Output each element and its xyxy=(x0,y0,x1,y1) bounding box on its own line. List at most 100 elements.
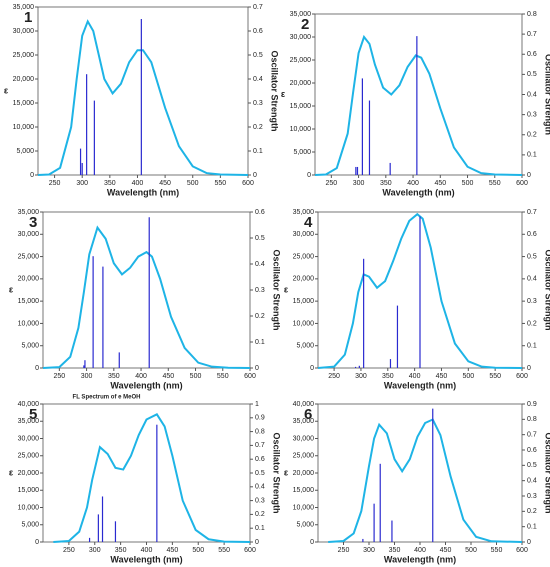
x-tick-label: 450 xyxy=(159,180,171,187)
x-tick-label: 250 xyxy=(325,180,337,187)
x-tick-label: 550 xyxy=(215,180,227,187)
y2-tick-label: 0 xyxy=(253,172,257,179)
x-tick-label: 550 xyxy=(489,373,501,380)
y-tick-label: 15,000 xyxy=(18,298,40,305)
x-tick-label: 350 xyxy=(108,373,120,380)
y-axis-label: ε xyxy=(284,284,289,294)
x-tick-label: 400 xyxy=(132,180,144,187)
y-tick-label: 0 xyxy=(30,172,34,179)
y-tick-label: 30,000 xyxy=(293,435,315,442)
x-tick-label: 250 xyxy=(49,180,61,187)
x-axis-label: Wavelength (nm) xyxy=(384,554,456,564)
y-tick-label: 10,000 xyxy=(293,504,315,511)
y-tick-label: 30,000 xyxy=(18,231,40,238)
caption: FL Spectrum of e MeOH xyxy=(73,395,141,401)
y-tick-label: 25,000 xyxy=(18,453,40,460)
plot-frame xyxy=(42,403,251,543)
y2-tick-label: 0.7 xyxy=(527,432,537,439)
x-tick-label: 250 xyxy=(53,373,65,380)
y2-tick-label: 1 xyxy=(255,401,259,408)
y2-axis-label: Oscillator Strength xyxy=(272,432,282,513)
y2-tick-label: 0.8 xyxy=(527,11,537,18)
x-tick-label: 350 xyxy=(380,180,392,187)
panel-number: 1 xyxy=(24,9,32,26)
x-tick-label: 300 xyxy=(81,373,93,380)
y2-tick-label: 0.5 xyxy=(255,235,265,242)
y-tick-label: 0 xyxy=(35,539,39,546)
y2-tick-label: 0.1 xyxy=(253,148,263,155)
x-tick-label: 600 xyxy=(244,547,256,554)
panel-number: 3 xyxy=(29,214,37,231)
spectrum-curve xyxy=(37,19,249,176)
spectrum-curve xyxy=(317,212,523,369)
y2-tick-label: 0 xyxy=(527,539,531,546)
y2-tick-label: 0.2 xyxy=(527,320,537,327)
y2-tick-label: 0.4 xyxy=(255,261,265,268)
x-tick-label: 600 xyxy=(516,547,528,554)
y2-axis-label: Oscillator Strength xyxy=(544,432,550,513)
y2-tick-label: 0.4 xyxy=(255,484,265,491)
y-tick-label: 5,000 xyxy=(16,148,34,155)
y-tick-label: 20,000 xyxy=(18,470,40,477)
y2-tick-label: 0.7 xyxy=(527,31,537,38)
x-tick-label: 350 xyxy=(104,180,116,187)
y2-tick-label: 0 xyxy=(527,365,531,372)
y-tick-label: 10,000 xyxy=(290,126,312,133)
y2-tick-label: 0.4 xyxy=(527,276,537,283)
x-tick-label: 400 xyxy=(141,547,153,554)
y-tick-label: 5,000 xyxy=(21,522,39,529)
y2-tick-label: 0.6 xyxy=(255,209,265,216)
x-tick-label: 600 xyxy=(516,180,528,187)
y2-tick-label: 0.5 xyxy=(527,462,537,469)
y-tick-label: 35,000 xyxy=(290,11,312,18)
y2-tick-label: 0.2 xyxy=(527,508,537,515)
y-axis-label: ε xyxy=(284,467,289,477)
y-axis-label: ε xyxy=(9,467,14,477)
x-tick-label: 450 xyxy=(167,547,179,554)
spectrum-curve xyxy=(328,418,523,543)
spectrum-curve xyxy=(53,413,251,543)
y2-tick-label: 0.3 xyxy=(527,298,537,305)
x-tick-label: 400 xyxy=(409,373,421,380)
y2-axis-label: Oscillator Strength xyxy=(272,249,282,330)
y2-tick-label: 0.1 xyxy=(255,339,265,346)
x-tick-label: 450 xyxy=(440,547,452,554)
y-tick-label: 5,000 xyxy=(296,522,314,529)
x-tick-label: 500 xyxy=(187,180,199,187)
y2-tick-label: 0.1 xyxy=(527,152,537,159)
x-tick-label: 450 xyxy=(162,373,174,380)
x-tick-label: 600 xyxy=(242,180,254,187)
y2-tick-label: 0.6 xyxy=(527,51,537,58)
y2-tick-label: 0.2 xyxy=(255,313,265,320)
y-tick-label: 35,000 xyxy=(293,209,315,216)
x-tick-label: 550 xyxy=(218,547,230,554)
y-tick-label: 15,000 xyxy=(290,103,312,110)
x-axis-label: Wavelength (nm) xyxy=(384,380,456,390)
y-tick-label: 5,000 xyxy=(293,149,311,156)
y2-tick-label: 0.1 xyxy=(527,343,537,350)
spectrum-curve xyxy=(314,34,523,176)
y-tick-label: 20,000 xyxy=(290,80,312,87)
y2-tick-label: 0.3 xyxy=(253,100,263,107)
x-axis-label: Wavelength (nm) xyxy=(107,187,179,197)
y-tick-label: 40,000 xyxy=(18,401,40,408)
panel-number: 2 xyxy=(301,16,309,33)
y-tick-label: 30,000 xyxy=(290,34,312,41)
y2-tick-label: 0 xyxy=(255,365,259,372)
y2-tick-label: 0.3 xyxy=(527,111,537,118)
y2-tick-label: 0.5 xyxy=(527,71,537,78)
y2-tick-label: 0.7 xyxy=(255,442,265,449)
y2-tick-label: 0.5 xyxy=(255,470,265,477)
y2-tick-label: 0.5 xyxy=(527,253,537,260)
x-tick-label: 250 xyxy=(338,547,350,554)
x-tick-label: 500 xyxy=(462,180,474,187)
x-tick-label: 250 xyxy=(63,547,75,554)
y2-tick-label: 0.9 xyxy=(527,401,537,408)
y-tick-label: 25,000 xyxy=(293,453,315,460)
x-tick-label: 300 xyxy=(355,373,367,380)
panel-number: 4 xyxy=(304,214,313,231)
y-tick-label: 35,000 xyxy=(293,418,315,425)
y2-tick-label: 0.4 xyxy=(253,76,263,83)
x-axis-label: Wavelength (nm) xyxy=(110,380,182,390)
x-tick-label: 300 xyxy=(76,180,88,187)
